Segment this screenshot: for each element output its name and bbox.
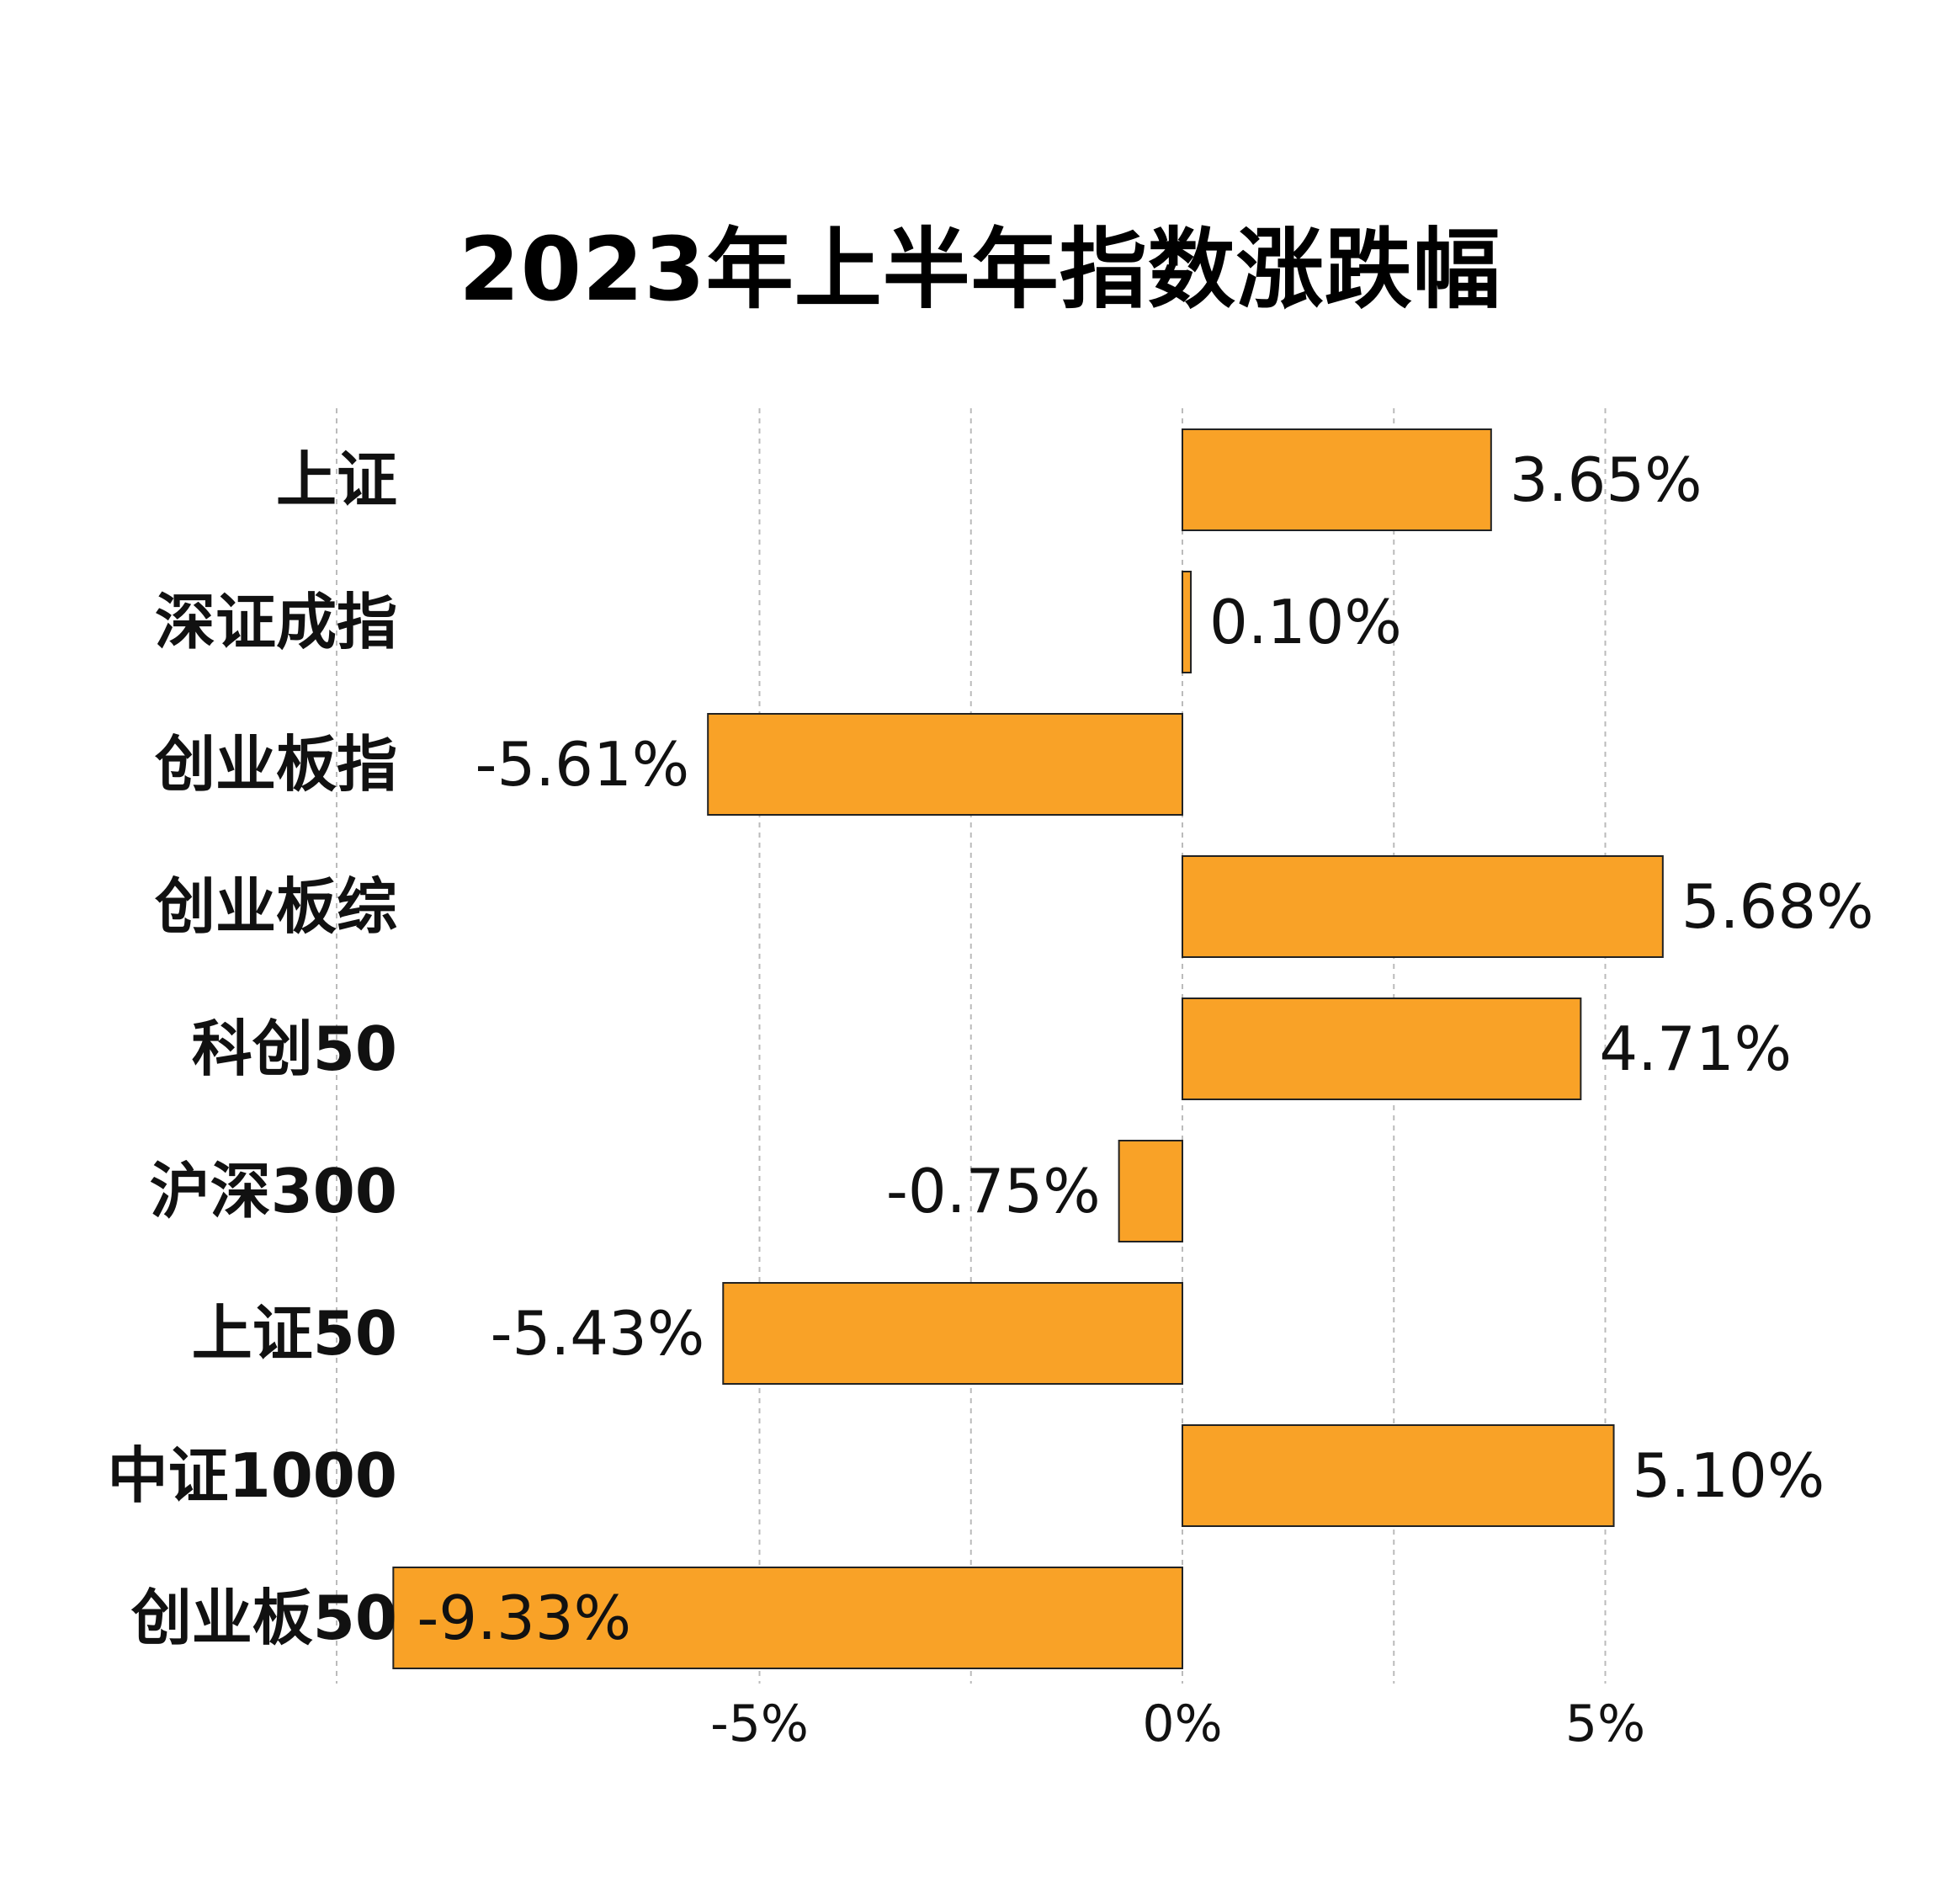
bar	[1182, 855, 1664, 958]
value-label: 5.10%	[1633, 1440, 1825, 1511]
x-tick-label: 0%	[1142, 1694, 1222, 1753]
category-label: 科创50	[192, 1014, 397, 1084]
value-label: 4.71%	[1599, 1014, 1792, 1084]
bar	[1118, 1140, 1183, 1242]
value-label: -5.43%	[491, 1298, 705, 1369]
category-label: 创业板综	[155, 871, 397, 942]
bar	[707, 713, 1183, 816]
category-label: 上证	[276, 444, 397, 515]
value-label: -9.33%	[417, 1583, 631, 1653]
category-label: 中证1000	[108, 1440, 397, 1511]
value-labels: 3.65% 0.10% -5.61% 5.68% 4.71% -0.75% -5.43% 5.…	[417, 444, 1873, 1653]
value-label: 3.65%	[1510, 444, 1702, 515]
category-label: 沪深300	[150, 1156, 397, 1226]
bar	[1182, 1424, 1615, 1527]
value-label: -5.61%	[475, 729, 689, 800]
bar	[1182, 998, 1582, 1100]
category-label: 深证成指	[155, 587, 397, 657]
value-label: -0.75%	[886, 1156, 1101, 1226]
chart-title: 2023年上半年指数涨跌幅	[459, 218, 1501, 321]
bar	[1182, 571, 1192, 673]
x-axis-ticks: -5% 0% 5%	[710, 1694, 1645, 1753]
bars	[392, 428, 1664, 1669]
x-tick-label: 5%	[1565, 1694, 1645, 1753]
category-label: 创业板50	[131, 1583, 397, 1653]
category-label: 创业板指	[155, 729, 397, 800]
x-tick-label: -5%	[710, 1694, 809, 1753]
value-label: 5.68%	[1681, 871, 1874, 942]
category-label: 上证50	[192, 1298, 397, 1369]
bar	[392, 1567, 1183, 1669]
bar	[1182, 428, 1492, 531]
bar	[722, 1282, 1183, 1385]
value-label: 0.10%	[1209, 587, 1402, 657]
